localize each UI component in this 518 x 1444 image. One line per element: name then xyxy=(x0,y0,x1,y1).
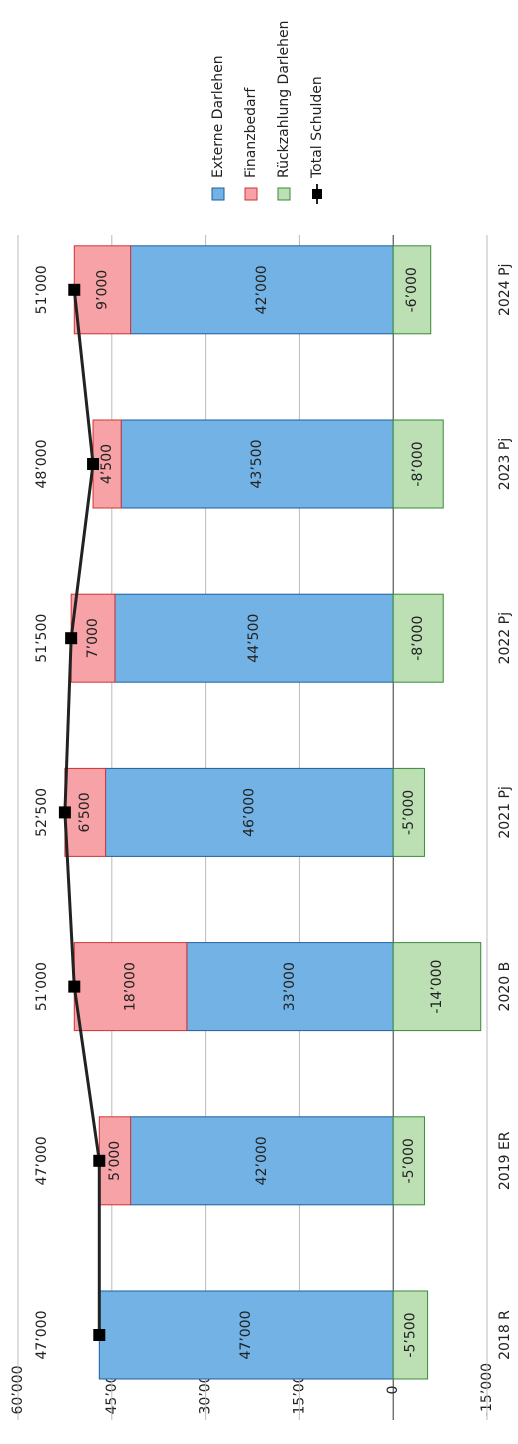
data-label: -8’000 xyxy=(410,441,426,486)
bar-segment xyxy=(392,1290,429,1380)
total-label: 47’000 xyxy=(34,1311,50,1360)
data-label: 9’000 xyxy=(94,270,110,310)
bar-segment xyxy=(392,593,444,683)
data-label: 5’000 xyxy=(107,1141,123,1181)
total-label: 52’500 xyxy=(34,788,50,837)
bar-segment xyxy=(392,767,425,857)
total-marker xyxy=(68,980,81,993)
legend-label: Finanzbedarf xyxy=(243,87,259,178)
bar-segment xyxy=(392,419,444,509)
bar-segment xyxy=(392,942,482,1032)
bar-segment xyxy=(392,245,432,335)
x-tick-label: 2021 Pj xyxy=(497,786,513,838)
data-label: 7’000 xyxy=(85,618,101,658)
data-label: -5’000 xyxy=(401,790,417,835)
x-tick-label: 2024 Pj xyxy=(497,264,513,316)
data-label: -5’500 xyxy=(402,1312,418,1357)
total-marker xyxy=(65,632,78,645)
data-label: 42’000 xyxy=(254,265,270,314)
legend-label: Total Schulden xyxy=(309,76,325,179)
total-marker xyxy=(68,283,81,296)
data-label: 4’500 xyxy=(99,444,115,484)
data-label: 18’000 xyxy=(123,962,139,1011)
total-label: 51’000 xyxy=(34,962,50,1011)
total-marker xyxy=(87,458,100,470)
total-marker xyxy=(93,1329,106,1341)
x-tick-label: 2018 R xyxy=(497,1310,513,1360)
data-label: 6’500 xyxy=(77,792,93,832)
data-label: 47’000 xyxy=(238,1311,254,1360)
total-label: 51’500 xyxy=(34,614,50,663)
legend-swatch xyxy=(244,187,258,201)
legend-marker xyxy=(312,189,322,199)
legend-label: Rückzahlung Darlehen xyxy=(276,20,292,178)
data-label: -6’000 xyxy=(404,267,420,312)
data-label: -14’000 xyxy=(429,960,445,1014)
total-label: 47’000 xyxy=(34,1136,50,1185)
data-label: -8’000 xyxy=(410,616,426,661)
total-marker xyxy=(58,806,71,819)
total-label: 51’000 xyxy=(34,265,50,314)
data-label: 42’000 xyxy=(254,1136,270,1185)
x-tick-label: 2019 ER xyxy=(497,1131,513,1190)
data-label: 44’500 xyxy=(246,614,262,663)
data-label: 33’000 xyxy=(282,962,298,1011)
data-label: -5’000 xyxy=(401,1138,417,1183)
total-marker xyxy=(93,1154,106,1167)
x-tick-label: 2020 B xyxy=(497,962,513,1012)
x-tick-label: 2022 Pj xyxy=(497,612,513,664)
data-label: 46’000 xyxy=(241,788,257,837)
legend-swatch xyxy=(211,187,225,201)
x-tick-label: 2023 Pj xyxy=(497,438,513,490)
legend-swatch xyxy=(277,187,291,201)
legend-label: Externe Darlehen xyxy=(210,55,226,178)
total-label: 48’000 xyxy=(34,440,50,489)
data-label: 43’500 xyxy=(249,440,265,489)
bar-segment xyxy=(392,1116,425,1206)
